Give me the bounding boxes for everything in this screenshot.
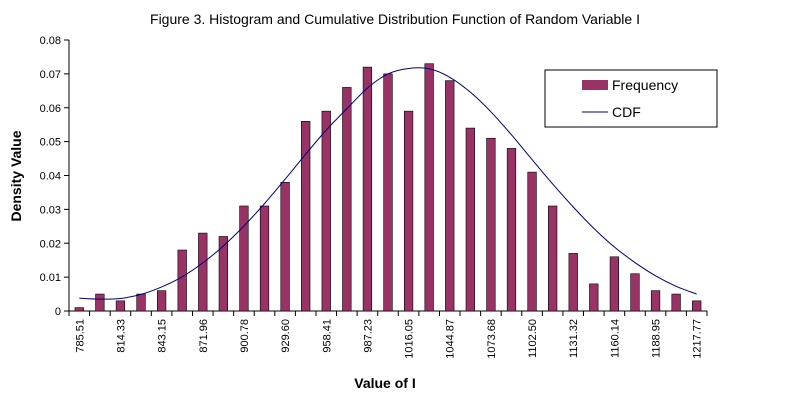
- frequency-bar: [362, 66, 373, 312]
- y-tick-label: 0.04: [40, 171, 61, 183]
- x-tick-label: 987.23: [362, 319, 374, 353]
- frequency-bar: [465, 127, 475, 312]
- chart-title: Figure 3. Histogram and Cumulative Distr…: [150, 11, 640, 27]
- frequency-bar: [198, 232, 208, 312]
- frequency-bar: [486, 137, 496, 312]
- frequency-bar: [650, 290, 661, 312]
- x-tick-label: 1131.32: [568, 319, 580, 358]
- frequency-bar: [692, 300, 702, 312]
- frequency-bar: [630, 273, 640, 312]
- x-tick-label: 1044.87: [445, 319, 457, 359]
- x-tick-label: 1160.14: [609, 319, 621, 358]
- x-tick-label: 1102.50: [527, 319, 539, 358]
- frequency-bar: [403, 110, 414, 312]
- frequency-bar: [548, 205, 558, 312]
- frequency-bar: [321, 110, 331, 312]
- frequency-bar: [301, 121, 311, 312]
- frequency-bar: [568, 253, 578, 312]
- legend-box: [544, 69, 718, 128]
- legend-cdf-label: CDF: [612, 104, 641, 120]
- x-tick-label: 900.78: [239, 319, 251, 353]
- legend-frequency-label: Frequency: [612, 77, 678, 93]
- frequency-bar: [156, 290, 167, 312]
- frequency-bar: [95, 293, 105, 312]
- frequency-bar: [74, 307, 84, 312]
- frequency-bar: [671, 293, 681, 312]
- legend: Frequency CDF: [544, 69, 718, 128]
- x-tick-label: 1188.95: [651, 319, 663, 358]
- x-tick-label: 1073.68: [486, 319, 498, 359]
- legend-frequency-swatch: [582, 80, 608, 90]
- y-tick-label: 0.07: [40, 69, 61, 81]
- y-tick-label: 0: [55, 306, 61, 318]
- frequency-bar: [424, 63, 434, 312]
- y-tick-label: 0.06: [40, 103, 61, 115]
- plot-area: 0 0.01 0.02 0.03 0.04 0.05 0.06 0.07 0.08 785.51 8…: [40, 35, 708, 359]
- frequency-bar: [115, 300, 126, 312]
- frequency-bar: [506, 148, 517, 312]
- frequency-bar: [136, 293, 146, 312]
- frequency-bar: [280, 181, 290, 312]
- frequency-bar: [259, 205, 270, 312]
- frequency-bar: [527, 171, 537, 312]
- x-tick-label: 958.41: [321, 319, 333, 353]
- cdf-line: [79, 67, 697, 300]
- x-tick-label: 929.60: [280, 319, 292, 353]
- frequency-bar: [177, 249, 187, 312]
- y-tick-label: 0.05: [40, 137, 61, 149]
- frequency-bar: [383, 73, 393, 312]
- frequency-bar: [218, 236, 228, 312]
- frequency-bar: [342, 87, 352, 312]
- y-tick-label: 0.03: [40, 204, 61, 216]
- frequency-bar: [609, 256, 620, 312]
- x-tick-label: 1217.77: [692, 319, 704, 359]
- frequency-bar: [589, 283, 599, 312]
- y-tick-label: 0.01: [40, 272, 61, 284]
- x-tick-label: 843.15: [157, 319, 169, 353]
- frequency-bar: [239, 205, 249, 312]
- y-tick-label: 0.02: [40, 238, 61, 250]
- x-tick-label: 871.96: [198, 319, 210, 353]
- y-tick-label: 0.08: [40, 35, 61, 47]
- x-tick-label: 814.33: [115, 319, 127, 353]
- x-axis-title: Value of I: [354, 375, 415, 391]
- x-tick-label: 785.51: [74, 319, 86, 353]
- y-axis-title: Density Value: [8, 130, 24, 221]
- x-tick-label: 1016.05: [404, 319, 416, 359]
- frequency-bar: [445, 80, 455, 312]
